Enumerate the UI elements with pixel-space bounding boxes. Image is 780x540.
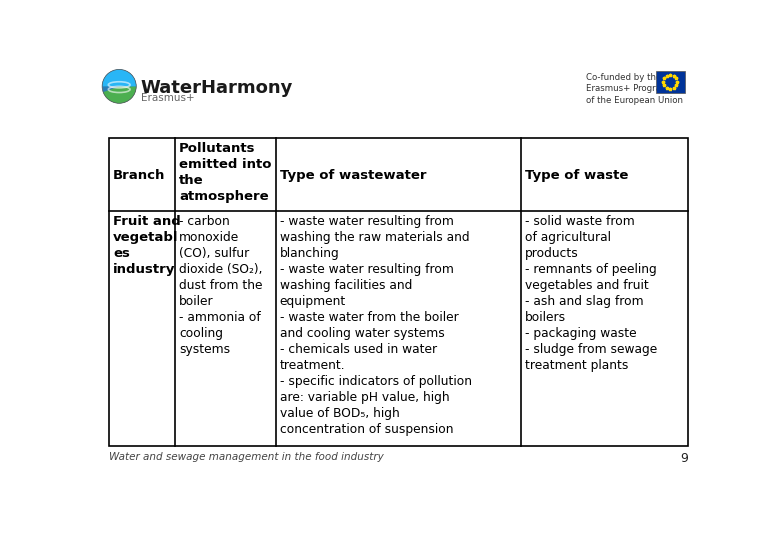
Text: WaterHarmony: WaterHarmony (141, 79, 293, 97)
Bar (655, 71, 685, 92)
Text: Type of wastewater: Type of wastewater (279, 168, 426, 182)
Text: - carbon
monoxide
(CO), sulfur
dioxide (SO₂),
dust from the
boiler
- ammonia of
: - carbon monoxide (CO), sulfur dioxide (… (179, 215, 262, 356)
Wedge shape (103, 86, 136, 103)
Text: Erasmus+: Erasmus+ (141, 92, 194, 103)
Wedge shape (102, 70, 136, 86)
Text: - waste water resulting from
washing the raw materials and
blanching
- waste wat: - waste water resulting from washing the… (279, 215, 472, 436)
Text: Water and sewage management in the food industry: Water and sewage management in the food … (109, 452, 384, 462)
Bar (109, 138, 688, 446)
Text: Pollutants
emitted into
the
atmosphere: Pollutants emitted into the atmosphere (179, 142, 271, 203)
Text: - solid waste from
of agricultural
products
- remnants of peeling
vegetables and: - solid waste from of agricultural produ… (525, 215, 658, 372)
Text: Fruit and
vegetabl
es
industry: Fruit and vegetabl es industry (113, 215, 181, 276)
Text: Type of waste: Type of waste (525, 168, 629, 182)
Text: Co-funded by the
Erasmus+ Programme
of the European Union: Co-funded by the Erasmus+ Programme of t… (586, 72, 682, 105)
Text: Branch: Branch (113, 168, 165, 182)
Circle shape (102, 70, 136, 103)
Text: 9: 9 (680, 452, 688, 465)
